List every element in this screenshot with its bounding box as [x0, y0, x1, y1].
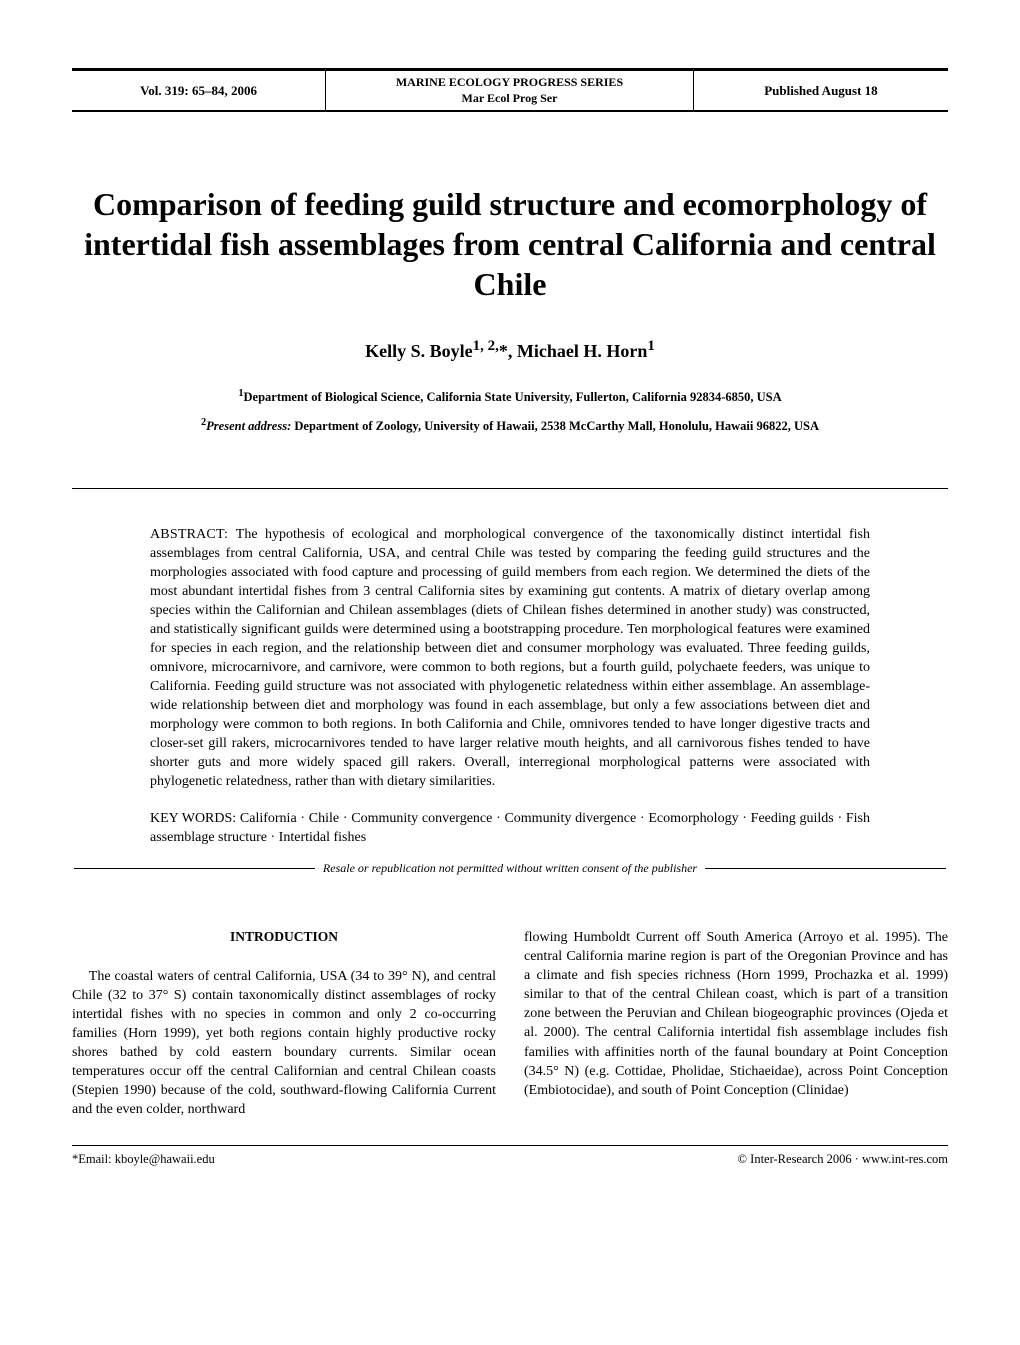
- intro-paragraph-right: flowing Humboldt Current off South Ameri…: [524, 928, 948, 1099]
- introduction-heading: INTRODUCTION: [72, 928, 496, 946]
- footer: *Email: kboyle@hawaii.edu © Inter-Resear…: [72, 1145, 948, 1167]
- article-title: Comparison of feeding guild structure an…: [72, 184, 948, 304]
- journal-header: Vol. 319: 65–84, 2006 MARINE ECOLOGY PRO…: [72, 68, 948, 112]
- resale-rule-right: [705, 868, 946, 869]
- resale-rule-left: [74, 868, 315, 869]
- affiliation-2: 2Present address: Department of Zoology,…: [72, 415, 948, 436]
- present-address-label: Present address:: [206, 419, 291, 433]
- keywords-text: California · Chile · Community convergen…: [150, 811, 870, 845]
- column-left: INTRODUCTION The coastal waters of centr…: [72, 928, 496, 1119]
- volume-issue: Vol. 319: 65–84, 2006: [72, 71, 326, 110]
- keywords-label: KEY WORDS:: [150, 811, 240, 826]
- affiliation-1: 1Department of Biological Science, Calif…: [72, 386, 948, 407]
- corresponding-email: *Email: kboyle@hawaii.edu: [72, 1152, 215, 1167]
- abstract-label: ABSTRACT:: [150, 527, 236, 542]
- journal-name-abbrev: Mar Ecol Prog Ser: [336, 91, 683, 106]
- column-right: flowing Humboldt Current off South Ameri…: [524, 928, 948, 1119]
- resale-notice: Resale or republication not permitted wi…: [72, 861, 948, 876]
- affil-2-text: Department of Zoology, University of Haw…: [291, 419, 819, 433]
- affiliations: 1Department of Biological Science, Calif…: [72, 386, 948, 436]
- journal-name-full: MARINE ECOLOGY PROGRESS SERIES: [336, 75, 683, 90]
- affil-1-text: Department of Biological Science, Califo…: [244, 390, 782, 404]
- journal-name: MARINE ECOLOGY PROGRESS SERIES Mar Ecol …: [326, 71, 694, 110]
- intro-paragraph-left: The coastal waters of central California…: [72, 967, 496, 1119]
- keywords: KEY WORDS: California · Chile · Communit…: [72, 809, 948, 847]
- copyright: © Inter-Research 2006 · www.int-res.com: [738, 1152, 948, 1167]
- abstract: ABSTRACT: The hypothesis of ecological a…: [72, 525, 948, 791]
- abstract-text: The hypothesis of ecological and morphol…: [150, 527, 870, 789]
- body-columns: INTRODUCTION The coastal waters of centr…: [72, 928, 948, 1119]
- authors: Kelly S. Boyle1, 2,*, Michael H. Horn1: [72, 338, 948, 362]
- resale-text: Resale or republication not permitted wi…: [315, 861, 705, 876]
- divider-rule: [72, 488, 948, 489]
- publish-date: Published August 18: [694, 71, 948, 110]
